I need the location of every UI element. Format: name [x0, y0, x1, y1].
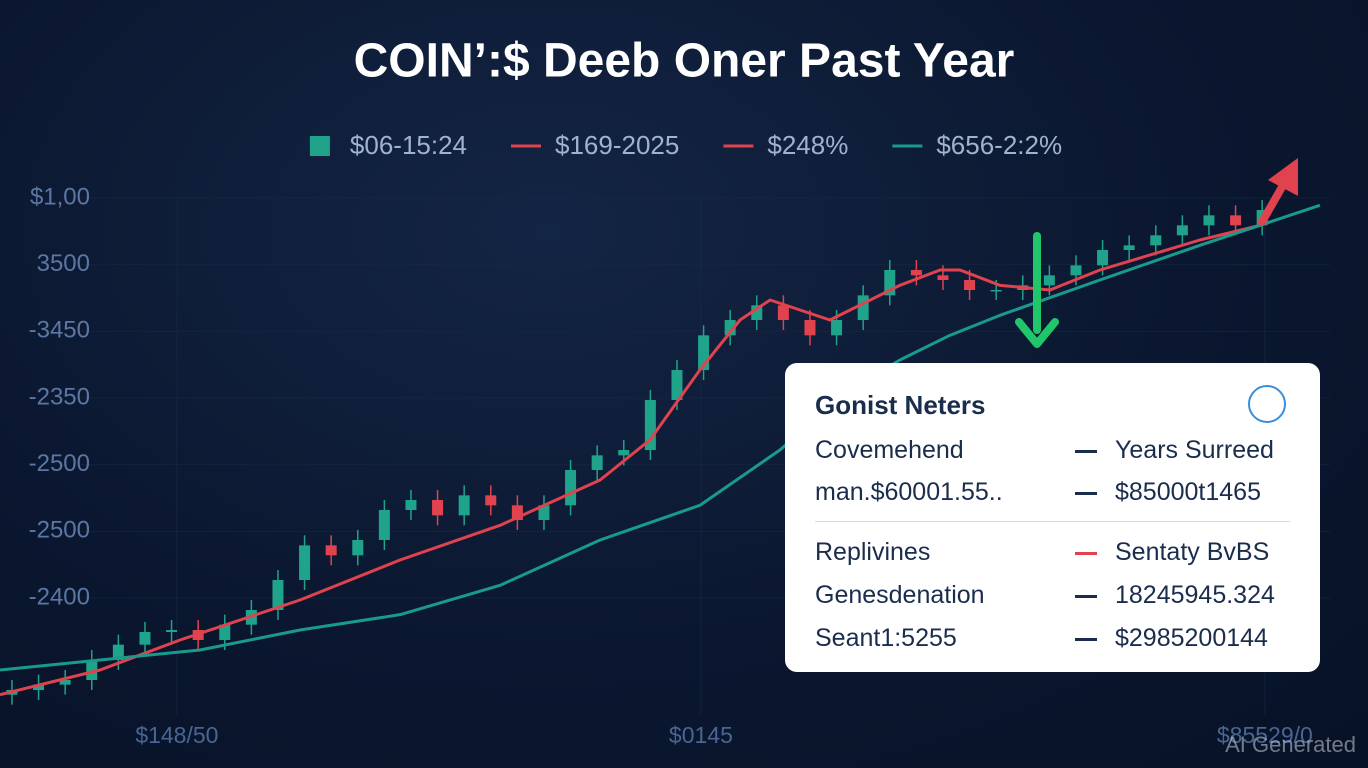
- candle-body: [405, 500, 417, 510]
- candle-body: [644, 400, 656, 450]
- card-dash: [1075, 595, 1097, 598]
- candle-body: [804, 320, 816, 336]
- candle-body: [166, 630, 178, 632]
- legend-label: $248%: [767, 130, 848, 160]
- candle-body: [432, 500, 444, 516]
- candle-body: [1043, 275, 1055, 286]
- up-arrow-head: [1268, 158, 1298, 196]
- card-value: $85000t1465: [1115, 478, 1261, 506]
- candle-body: [299, 545, 311, 580]
- candle-body: [990, 290, 1002, 292]
- candle-body: [937, 275, 949, 280]
- x-tick-label: $85529/0: [1217, 722, 1313, 748]
- candle-body: [884, 270, 896, 296]
- candle-body: [1176, 225, 1188, 236]
- candle-body: [671, 370, 683, 400]
- legend-marker: [309, 136, 330, 156]
- candle-body: [831, 320, 843, 336]
- card-value: $2985200144: [1115, 624, 1268, 652]
- candle-body: [511, 505, 523, 520]
- card-row: Replivines Sentaty BvBS: [815, 538, 1290, 568]
- candle-body: [378, 510, 390, 540]
- card-label: Genesdenation: [815, 581, 985, 609]
- card-dash: [1075, 552, 1097, 555]
- card-label: Replivines: [815, 538, 931, 566]
- candle-body: [1150, 235, 1162, 246]
- card-row: Covemehend Years Surreed: [815, 436, 1290, 466]
- y-tick-label: -2500: [29, 517, 90, 544]
- candle-body: [59, 680, 71, 685]
- info-card: Gonist Neters Covemehend Years Surreed man…: [785, 363, 1320, 672]
- watermark: AI Generated: [1225, 732, 1356, 757]
- candle-body: [751, 305, 763, 320]
- candle-body: [565, 470, 577, 506]
- y-tick-label: -2400: [29, 583, 90, 610]
- candle-body: [857, 295, 869, 320]
- candle-body: [1123, 245, 1135, 250]
- legend-label: $169-2025: [555, 130, 679, 160]
- card-dash: [1075, 638, 1097, 641]
- card-label: man.$60001.55..: [815, 478, 1003, 506]
- candle-body: [33, 684, 45, 690]
- line-series: [0, 223, 1261, 697]
- legend: $06-15:24 $169-2025 $248% $656-2:2%: [309, 130, 1062, 160]
- candle-body: [1230, 215, 1242, 226]
- candle-body: [485, 495, 497, 506]
- candle-body: [352, 540, 364, 556]
- card-dash: [1075, 450, 1097, 453]
- card-label: Seant1:5255: [815, 624, 957, 652]
- candle-body: [964, 280, 976, 290]
- card-row: Seant1:5255 $2985200144: [815, 624, 1290, 654]
- card-value: Sentaty BvBS: [1115, 538, 1270, 566]
- card-row: Genesdenation 18245945.324: [815, 581, 1290, 611]
- candle-body: [1097, 250, 1109, 266]
- card-dash: [1075, 492, 1097, 495]
- x-tick-label: $148/50: [135, 722, 218, 748]
- candle-body: [112, 644, 124, 660]
- card-value: Years Surreed: [1115, 436, 1274, 464]
- annotation-arrows: [1015, 158, 1298, 348]
- y-tick-label: $1,00: [30, 183, 90, 210]
- candle-body: [777, 305, 789, 320]
- candle-body: [591, 455, 603, 470]
- candle-body: [538, 505, 550, 520]
- candle-body: [219, 624, 231, 640]
- card-divider: [815, 521, 1290, 522]
- candle-body: [1203, 215, 1215, 226]
- y-tick-label: -3450: [29, 317, 90, 344]
- candle-body: [458, 495, 470, 516]
- candle-body: [698, 335, 710, 370]
- chart-title: COIN’:$ Deeb Oner Past Year: [354, 35, 1015, 88]
- down-arrow-head: [1015, 318, 1059, 348]
- candle-body: [618, 450, 630, 456]
- card-title: Gonist Neters: [815, 390, 986, 420]
- candle-body: [139, 632, 151, 645]
- y-tick-label: 3500: [37, 250, 90, 277]
- legend-label: $06-15:24: [350, 130, 467, 160]
- candle-body: [86, 660, 98, 680]
- candle-body: [272, 580, 284, 610]
- card-value: 18245945.324: [1115, 581, 1275, 609]
- card-row: man.$60001.55.. $85000t1465: [815, 478, 1290, 508]
- y-tick-label: -2350: [29, 383, 90, 410]
- y-tick-label: -2500: [29, 450, 90, 477]
- line-series: [0, 203, 1321, 672]
- legend-label: $656-2:2%: [936, 130, 1062, 160]
- x-tick-label: $0145: [669, 722, 733, 748]
- card-label: Covemehend: [815, 436, 964, 464]
- candle-body: [910, 270, 922, 276]
- candle-body: [325, 545, 337, 556]
- candle-body: [724, 320, 736, 336]
- card-icon[interactable]: [1248, 385, 1286, 423]
- candle-body: [1070, 265, 1082, 276]
